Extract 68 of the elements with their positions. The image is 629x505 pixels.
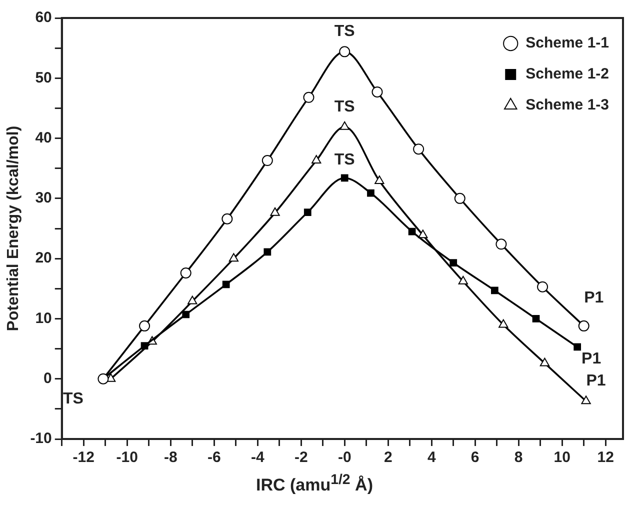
point — [540, 358, 550, 366]
point — [340, 174, 348, 182]
x-tick-label: 4 — [427, 449, 436, 466]
annotation: TS — [334, 151, 356, 168]
annotation: TS — [334, 23, 356, 40]
annotation: TS — [62, 390, 84, 408]
point — [418, 230, 428, 238]
point — [498, 319, 508, 328]
y-tick-label: 30 — [35, 190, 52, 207]
y-tick-label: 50 — [35, 69, 52, 86]
y-tick-label: 0 — [44, 370, 52, 387]
point — [491, 286, 498, 294]
x-tick-label: -0 — [338, 449, 352, 466]
point — [578, 320, 590, 332]
point — [581, 396, 591, 404]
point — [372, 86, 383, 98]
point — [262, 155, 273, 166]
point — [458, 276, 468, 284]
x-tick-label: -6 — [207, 449, 221, 466]
x-tick-label: -10 — [116, 449, 138, 466]
point — [532, 315, 540, 322]
x-tick-label: -4 — [250, 449, 265, 466]
point — [574, 343, 582, 351]
point — [303, 92, 314, 103]
annotation: P1 — [586, 372, 606, 390]
point — [188, 296, 198, 304]
point — [408, 228, 416, 236]
point — [182, 310, 190, 318]
annotation: P1 — [582, 350, 602, 368]
point — [180, 268, 192, 279]
y-tick-label: 20 — [35, 250, 52, 267]
point — [367, 189, 374, 197]
legend-label: Scheme 1-1 — [526, 34, 610, 52]
point — [140, 342, 148, 350]
point — [228, 253, 239, 262]
x-tick-label: 12 — [597, 449, 614, 466]
point — [270, 207, 280, 216]
y-tick-label: 40 — [35, 129, 52, 146]
point — [450, 259, 458, 266]
point — [222, 280, 230, 288]
point — [339, 46, 350, 58]
point — [264, 248, 272, 256]
point — [537, 281, 548, 292]
legend-label: Scheme 1-3 — [526, 96, 610, 114]
y-axis-title: Potential Energy (kcal/mol) — [5, 126, 22, 332]
point — [374, 175, 384, 184]
y-tick-label: 10 — [35, 310, 52, 327]
x-tick-label: -12 — [72, 449, 94, 466]
point — [304, 208, 312, 216]
x-tick-label: 8 — [514, 449, 523, 466]
x-tick-label: 10 — [554, 449, 570, 466]
legend-label: Scheme 1-2 — [526, 66, 610, 83]
x-tick-label: 6 — [470, 449, 480, 466]
y-tick-label: -10 — [30, 430, 52, 448]
x-axis-title: IRC (amu$^{1/2}$ Å) — [255, 472, 374, 496]
x-tick-label: -2 — [294, 449, 308, 466]
x-tick-label: -8 — [164, 449, 178, 466]
point — [454, 192, 466, 204]
point — [340, 121, 350, 130]
point — [139, 320, 150, 332]
annotation: TS — [334, 98, 356, 116]
x-tick-label: 2 — [384, 449, 392, 466]
point — [222, 213, 233, 224]
y-tick-label: 60 — [35, 9, 52, 26]
annotation: P1 — [584, 289, 604, 306]
point — [496, 238, 507, 250]
point — [413, 144, 424, 155]
point — [312, 155, 322, 164]
